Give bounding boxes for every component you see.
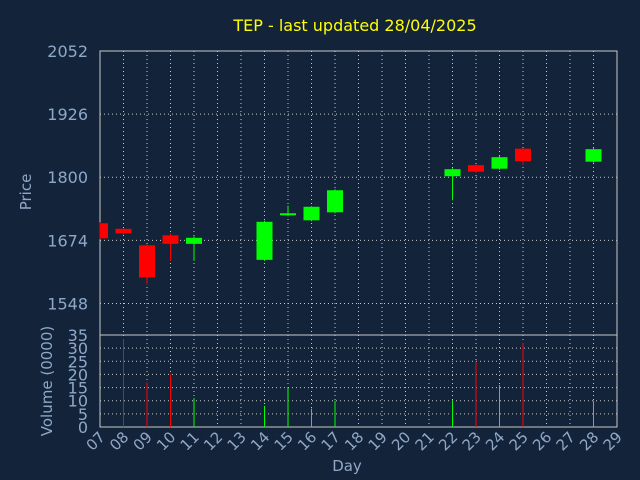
candle-body [162, 235, 179, 244]
candle-body [115, 228, 132, 234]
price-panel: 1548 1674 1800 1926 2052 [47, 42, 618, 336]
price-tick-label: 2052 [47, 42, 88, 61]
candle-body [444, 169, 461, 177]
candle-body [585, 149, 602, 162]
price-axis-label: Price [17, 174, 35, 211]
volume-tick-label: 30 [68, 339, 88, 358]
price-tick-label: 1800 [47, 168, 88, 187]
candle-body [491, 157, 508, 169]
volume-tick-label: 25 [68, 352, 88, 371]
candle-body [186, 237, 202, 244]
x-axis: 0708091011121314151617181920212223242526… [83, 428, 626, 454]
volume-axis-label: Volume (0000) [38, 326, 56, 436]
volume-tick-label: 20 [68, 365, 88, 384]
volume-tick-label: 10 [68, 392, 88, 411]
candle-body [303, 206, 320, 221]
volume-tick-label: 15 [68, 379, 88, 398]
price-tick-label: 1674 [47, 231, 88, 250]
price-tick-label: 1926 [47, 105, 88, 124]
x-axis-label: Day [332, 457, 362, 475]
chart-title: TEP - last updated 28/04/2025 [232, 16, 476, 35]
candle-body [280, 213, 296, 216]
candle-body [515, 148, 531, 162]
candle-body [139, 245, 155, 278]
candle-body [468, 165, 484, 172]
volume-tick-label: 5 [78, 405, 88, 424]
volume-tick-label: 0 [78, 418, 88, 437]
candle-body [256, 221, 273, 260]
price-tick-label: 1548 [47, 294, 88, 313]
volume-tick-label: 35 [68, 326, 88, 345]
candle-body [100, 223, 108, 239]
candle-body [327, 190, 343, 213]
